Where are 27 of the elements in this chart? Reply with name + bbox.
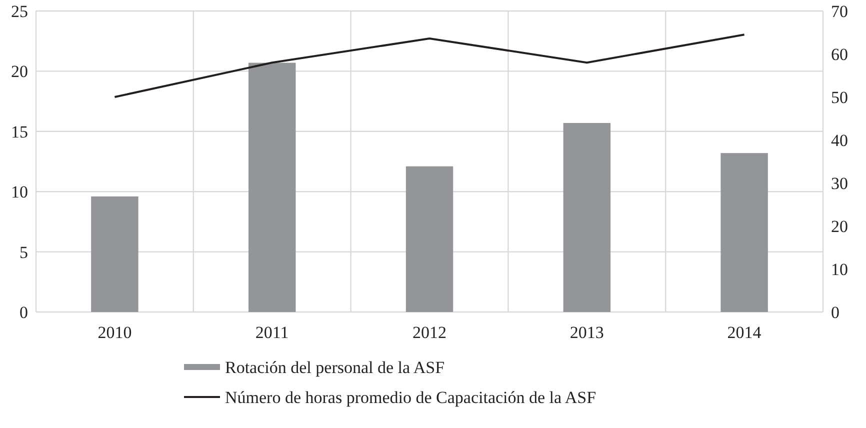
bar xyxy=(248,62,296,312)
y2-tick-label: 40 xyxy=(831,130,848,150)
y2-tick-label: 60 xyxy=(831,44,848,64)
legend-label: Rotación del personal de la ASF xyxy=(225,358,445,377)
y-tick-label: 10 xyxy=(11,182,28,202)
y-tick-label: 5 xyxy=(20,242,28,262)
bar xyxy=(720,153,768,312)
x-tick-label: 2010 xyxy=(98,323,132,342)
x-tick-label: 2011 xyxy=(255,323,289,342)
y2-tick-label: 10 xyxy=(831,260,848,279)
bar xyxy=(406,166,454,312)
x-tick-label: 2014 xyxy=(727,323,762,342)
bar xyxy=(563,122,611,312)
y2-tick-label: 20 xyxy=(831,216,848,236)
y2-tick-label: 70 xyxy=(831,2,848,21)
y-tick-label: 25 xyxy=(11,2,28,21)
line-series xyxy=(114,34,746,98)
y2-tick-label: 30 xyxy=(831,174,848,193)
y2-tick-label: 50 xyxy=(831,88,848,107)
y-tick-label: 20 xyxy=(11,62,28,82)
legend-label: Número de horas promedio de Capacitación de la ASF xyxy=(225,388,596,407)
y-tick-label: 15 xyxy=(11,122,28,142)
x-tick-label: 2013 xyxy=(570,323,604,342)
y2-tick-label: 0 xyxy=(831,302,840,322)
x-tick-label: 2012 xyxy=(412,323,446,342)
y-tick-label: 0 xyxy=(20,302,28,322)
bar xyxy=(91,196,138,312)
